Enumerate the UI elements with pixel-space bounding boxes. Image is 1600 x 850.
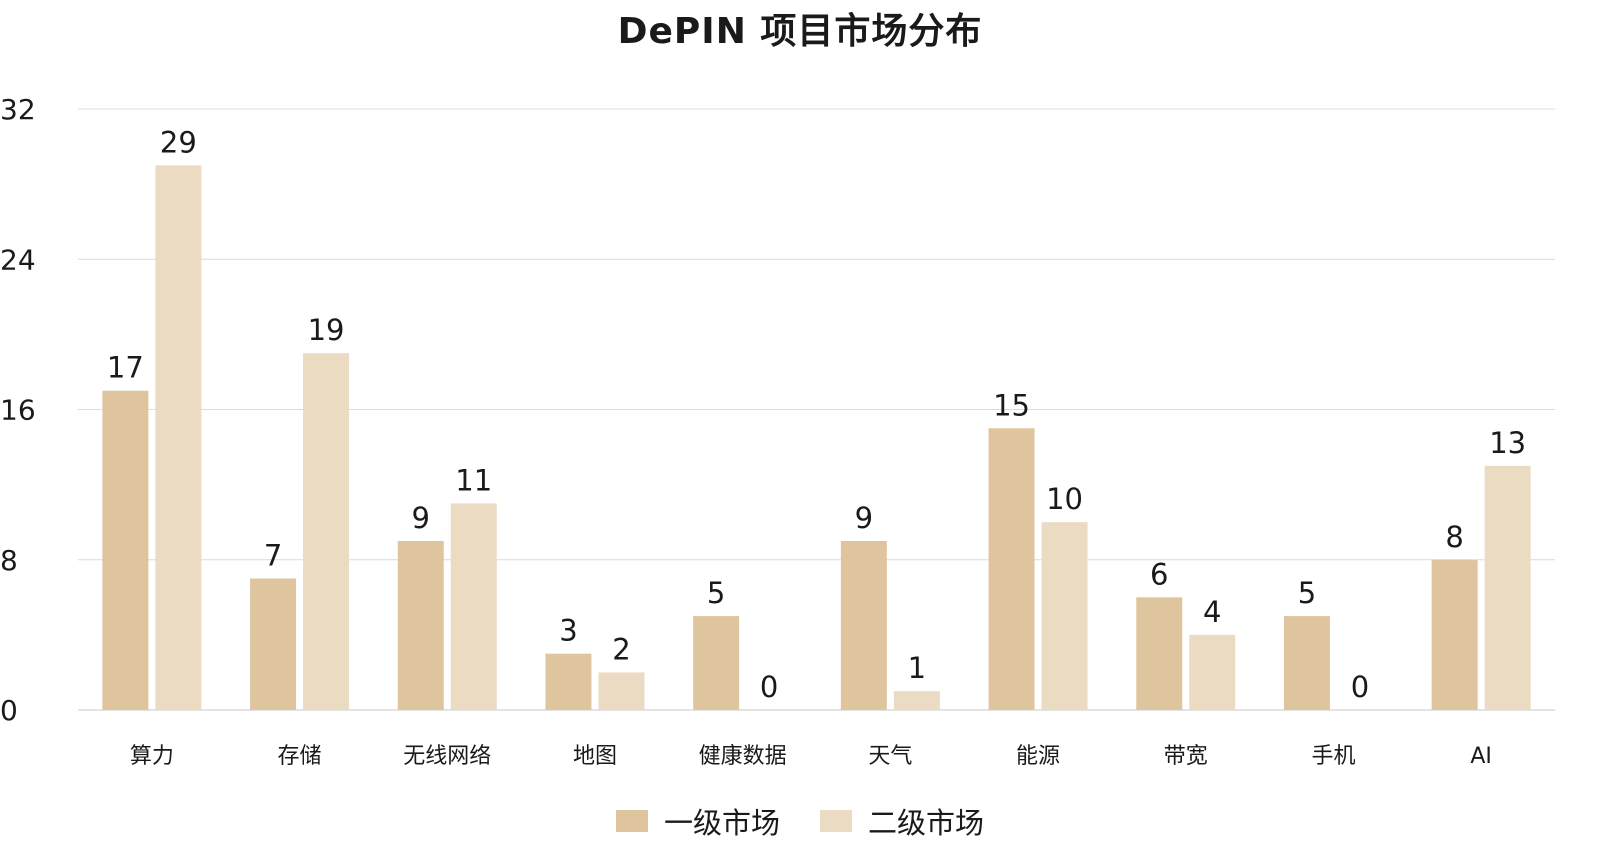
- y-tick-label: 32: [0, 93, 36, 126]
- bar: [1484, 465, 1531, 710]
- legend-label-secondary: 二级市场: [868, 806, 985, 840]
- x-tick-label: AI: [1470, 744, 1492, 769]
- data-label: 8: [1445, 520, 1463, 554]
- bar: [250, 578, 297, 710]
- bar: [450, 503, 497, 710]
- data-label: 0: [760, 670, 778, 704]
- bar: [1136, 597, 1183, 710]
- y-tick-label: 8: [0, 544, 18, 577]
- data-label: 13: [1489, 426, 1526, 460]
- bar: [1431, 559, 1478, 710]
- bar: [1041, 522, 1088, 710]
- data-label: 5: [707, 576, 725, 610]
- bar: [397, 540, 444, 710]
- data-label: 0: [1351, 670, 1369, 704]
- x-tick-label: 健康数据: [699, 744, 787, 769]
- chart-title: DePIN 项目市场分布: [617, 11, 983, 52]
- x-tick-label: 天气: [868, 744, 912, 769]
- data-label: 29: [160, 125, 197, 159]
- data-label: 6: [1150, 557, 1168, 591]
- data-label: 7: [264, 539, 282, 573]
- x-tick-label: 手机: [1311, 744, 1355, 769]
- legend-item-secondary: 二级市场: [820, 800, 984, 842]
- data-label: 2: [612, 632, 630, 666]
- bar: [102, 390, 149, 710]
- x-tick-label: 存储: [278, 744, 322, 769]
- bar: [155, 165, 202, 710]
- bar: [303, 353, 350, 710]
- data-label: 1: [908, 651, 926, 685]
- legend: 一级市场 二级市场: [0, 800, 1600, 842]
- x-tick-label: 算力: [130, 744, 174, 769]
- bar: [1283, 616, 1330, 710]
- data-label: 10: [1046, 482, 1083, 516]
- x-tick-label: 地图: [573, 744, 617, 769]
- bar: [840, 540, 887, 710]
- bar: [693, 616, 740, 710]
- x-tick-label: 能源: [1016, 744, 1060, 769]
- bar: [988, 428, 1035, 710]
- data-label: 3: [559, 614, 577, 648]
- data-label: 5: [1298, 576, 1316, 610]
- bar: [545, 653, 592, 710]
- legend-label-primary: 一级市场: [663, 806, 780, 840]
- x-tick-label: 无线网络: [403, 744, 491, 769]
- x-tick-label: 带宽: [1164, 744, 1208, 769]
- data-label: 9: [855, 501, 873, 535]
- data-label: 9: [412, 501, 430, 535]
- y-tick-label: 0: [0, 694, 18, 727]
- data-label: 15: [993, 388, 1030, 422]
- data-label: 11: [455, 463, 492, 497]
- legend-item-primary: 一级市场: [615, 800, 780, 842]
- legend-swatch-secondary: [820, 810, 852, 832]
- legend-swatch-primary: [615, 810, 648, 832]
- data-label: 4: [1203, 595, 1221, 629]
- bar: [1189, 634, 1236, 710]
- data-label: 17: [107, 351, 144, 385]
- bar: [893, 691, 940, 710]
- y-tick-label: 16: [0, 394, 36, 427]
- data-label: 19: [308, 313, 345, 347]
- y-tick-label: 24: [0, 243, 36, 276]
- bar: [598, 672, 645, 710]
